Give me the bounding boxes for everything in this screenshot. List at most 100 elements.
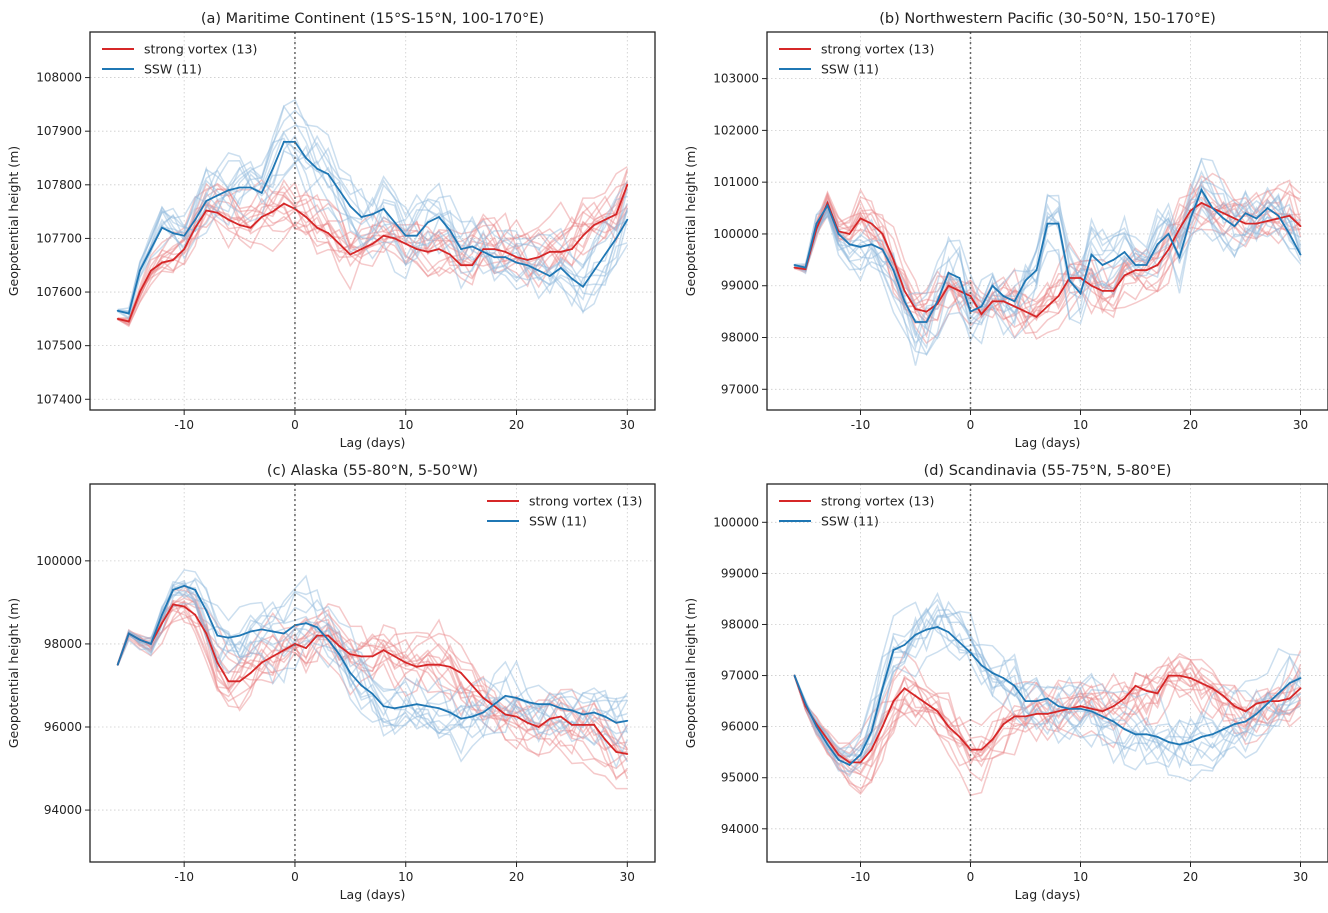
strong-vortex-point bbox=[881, 233, 884, 235]
ssw-point bbox=[1156, 735, 1159, 738]
ssw-point bbox=[482, 250, 485, 253]
y-tick-label: 98000 bbox=[44, 637, 82, 651]
ssw-point bbox=[116, 663, 119, 666]
strong-vortex-point bbox=[161, 261, 163, 264]
strong-vortex-point bbox=[969, 295, 972, 297]
legend: strong vortex (13) SSW (11) bbox=[487, 494, 642, 529]
strong-vortex-point bbox=[493, 248, 496, 251]
ssw-point bbox=[1068, 279, 1071, 282]
ssw-member-line bbox=[116, 574, 628, 755]
ssw-point bbox=[1222, 728, 1225, 731]
ssw-member-line bbox=[116, 579, 628, 763]
strong-member-line bbox=[793, 652, 1302, 767]
ssw-member-line bbox=[794, 180, 1301, 340]
strong-vortex-point bbox=[338, 645, 341, 647]
legend-label-ssw: SSW (11) bbox=[821, 514, 879, 529]
ssw-point bbox=[826, 204, 829, 207]
strong-vortex-point bbox=[1277, 700, 1280, 702]
strong-member-line bbox=[117, 600, 628, 779]
ssw-point bbox=[1299, 253, 1302, 256]
strong-vortex-point bbox=[393, 237, 396, 240]
ssw-point bbox=[216, 194, 219, 197]
strong-vortex-point bbox=[1134, 684, 1137, 687]
ssw-point bbox=[238, 186, 241, 189]
ssw-point bbox=[161, 226, 163, 229]
x-tick-label: 20 bbox=[1183, 870, 1198, 884]
ssw-member-line bbox=[793, 607, 1302, 764]
ssw-member-line bbox=[117, 134, 628, 319]
strong-vortex-point bbox=[1189, 209, 1192, 212]
strong-vortex-point bbox=[183, 605, 186, 608]
strong-vortex-point bbox=[227, 680, 230, 683]
strong-vortex-point bbox=[826, 201, 829, 204]
strong-vortex-point bbox=[947, 725, 950, 728]
ssw-point bbox=[559, 267, 562, 269]
strong-vortex-point bbox=[127, 320, 130, 323]
strong-vortex-point bbox=[571, 248, 573, 251]
ssw-point bbox=[991, 672, 994, 674]
strong-vortex-point bbox=[1090, 707, 1093, 710]
strong-vortex-point bbox=[150, 269, 152, 272]
ssw-point bbox=[116, 309, 119, 312]
strong-vortex-point bbox=[1178, 674, 1181, 677]
strong-vortex-point bbox=[393, 655, 396, 658]
ssw-point bbox=[482, 711, 485, 714]
strong-vortex-point bbox=[282, 202, 285, 205]
strong-vortex-point bbox=[138, 291, 141, 293]
x-axis-label: Lag (days) bbox=[1015, 435, 1081, 450]
ssw-point bbox=[316, 167, 319, 170]
strong-vortex-point bbox=[194, 226, 197, 229]
ssw-point bbox=[194, 218, 197, 221]
ssw-point bbox=[1277, 692, 1280, 695]
strong-vortex-point bbox=[1145, 689, 1148, 692]
strong-vortex-point bbox=[426, 250, 429, 253]
ssw-point bbox=[150, 248, 152, 251]
strong-vortex-point bbox=[194, 613, 197, 616]
ssw-point bbox=[914, 321, 917, 323]
ssw-point bbox=[958, 277, 961, 279]
ssw-member-line bbox=[794, 157, 1302, 350]
ssw-point bbox=[161, 613, 163, 616]
ssw-point bbox=[382, 208, 385, 210]
ssw-point bbox=[1112, 258, 1115, 261]
ssw-point bbox=[1211, 733, 1214, 736]
ssw-member-line bbox=[116, 583, 628, 732]
strong-vortex-point bbox=[548, 250, 551, 253]
ssw-point bbox=[1156, 243, 1159, 246]
strong-vortex-point bbox=[515, 256, 518, 259]
x-tick-label: 30 bbox=[620, 418, 635, 432]
strong-vortex-point bbox=[1288, 697, 1291, 700]
chart-panel-a: -10 0 10 20 30 107400 107500 107600 107700 107800… bbox=[6, 11, 656, 450]
ssw-point bbox=[449, 229, 451, 232]
ssw-member-line bbox=[116, 590, 628, 763]
strong-vortex-point bbox=[327, 232, 330, 234]
strong-vortex-point bbox=[1255, 702, 1258, 705]
y-tick-label: 97000 bbox=[721, 382, 759, 396]
strong-vortex-point bbox=[238, 680, 241, 683]
ssw-point bbox=[837, 233, 840, 235]
y-tick-label: 96000 bbox=[44, 720, 82, 734]
strong-member-line bbox=[794, 193, 1302, 335]
ssw-point bbox=[360, 216, 363, 218]
x-tick-label: 0 bbox=[291, 418, 299, 432]
strong-vortex-point bbox=[537, 256, 540, 259]
axes-frame bbox=[766, 31, 1328, 411]
ssw-point bbox=[804, 266, 807, 269]
y-axis-label: Geopotential height (m) bbox=[6, 598, 21, 748]
strong-vortex-point bbox=[249, 226, 252, 229]
strong-member-line bbox=[117, 185, 628, 328]
ssw-point bbox=[415, 234, 418, 237]
ssw-point bbox=[393, 707, 396, 710]
ssw-point bbox=[138, 638, 141, 641]
strong-vortex-point bbox=[582, 724, 584, 726]
strong-vortex-point bbox=[1024, 715, 1027, 718]
ssw-point bbox=[1145, 264, 1148, 266]
ssw-point bbox=[1013, 300, 1016, 303]
ssw-point bbox=[991, 284, 994, 287]
strong-vortex-point bbox=[1057, 295, 1060, 297]
strong-vortex-point bbox=[1002, 300, 1005, 303]
ssw-point bbox=[349, 205, 352, 208]
strong-vortex-point bbox=[1200, 682, 1203, 685]
strong-vortex-point bbox=[1156, 692, 1159, 695]
